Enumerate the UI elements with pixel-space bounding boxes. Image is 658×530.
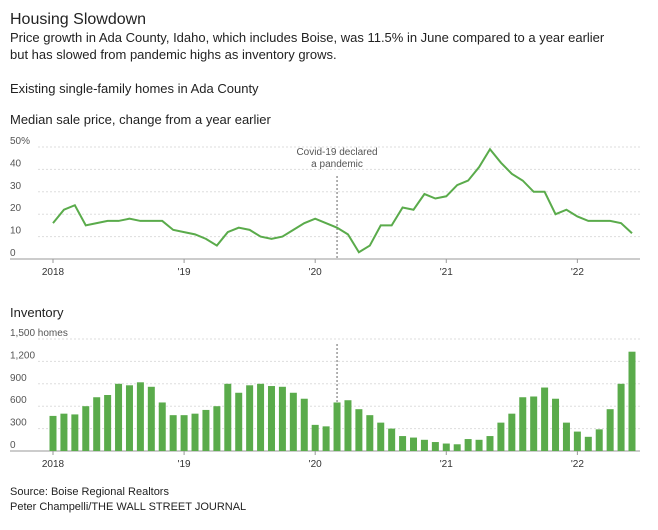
bar <box>344 400 352 451</box>
bar <box>49 415 57 451</box>
y-tick-label: 30 <box>10 181 22 192</box>
credit: Peter Champelli/THE WALL STREET JOURNAL <box>10 501 246 513</box>
bar <box>628 351 636 451</box>
y-tick-label: 600 <box>10 395 27 406</box>
y-tick-label: 900 <box>10 373 27 384</box>
bar <box>333 402 341 451</box>
y-tick-label: 40 <box>10 158 22 169</box>
x-tick-label: '19 <box>178 459 191 470</box>
x-tick-label: 2018 <box>42 459 65 470</box>
bar <box>552 398 560 451</box>
bar <box>410 437 418 451</box>
source: Source: Boise Regional Realtors <box>10 486 169 498</box>
bar <box>125 385 133 451</box>
bar <box>278 386 286 451</box>
x-tick-label: '21 <box>440 267 453 278</box>
x-tick-label: '20 <box>309 459 322 470</box>
y-tick-label: 20 <box>10 203 22 214</box>
y-tick-label: 50% <box>10 136 30 147</box>
chart-title: Inventory <box>10 305 64 320</box>
bar <box>235 392 243 451</box>
bar <box>322 426 330 451</box>
bar <box>508 413 516 451</box>
bar <box>475 439 483 451</box>
bar <box>431 442 439 451</box>
x-tick-label: 2018 <box>42 267 65 278</box>
bar <box>158 402 166 451</box>
annotation: a pandemic <box>311 159 363 170</box>
subtitle: but has slowed from pandemic highs as in… <box>10 47 337 62</box>
bar <box>257 383 265 451</box>
bar <box>311 424 319 451</box>
bar <box>366 415 374 451</box>
x-tick-label: '20 <box>309 267 322 278</box>
bar <box>60 413 68 451</box>
bar <box>104 395 112 451</box>
bar <box>136 382 144 451</box>
bar <box>519 397 527 451</box>
y-tick-label: 1,500 homes <box>10 328 68 339</box>
bar <box>169 415 177 451</box>
bar <box>213 406 221 451</box>
bar <box>93 397 101 451</box>
x-tick-label: '22 <box>571 459 584 470</box>
bar <box>191 413 199 451</box>
y-tick-label: 300 <box>10 418 27 429</box>
bar <box>388 428 396 451</box>
bar <box>595 429 603 451</box>
bar <box>115 383 123 451</box>
bar <box>442 443 450 451</box>
title: Housing Slowdown <box>10 11 146 28</box>
y-tick-label: 0 <box>10 440 16 451</box>
bar <box>246 385 254 451</box>
chart-title: Median sale price, change from a year ea… <box>10 112 272 127</box>
bar <box>267 386 275 451</box>
bar <box>377 422 385 451</box>
x-tick-label: '22 <box>571 267 584 278</box>
bar <box>224 383 232 451</box>
bar <box>562 422 570 451</box>
bar <box>497 422 505 451</box>
bar <box>420 439 428 451</box>
bar <box>541 387 549 451</box>
bar <box>453 444 461 451</box>
note: Existing single-family homes in Ada Coun… <box>10 81 259 96</box>
bar <box>355 409 363 451</box>
y-tick-label: 1,200 <box>10 350 35 361</box>
x-tick-label: '21 <box>440 459 453 470</box>
bar <box>289 392 297 451</box>
bar <box>147 386 155 451</box>
bar <box>530 396 538 451</box>
subtitle: Price growth in Ada County, Idaho, which… <box>10 30 605 45</box>
y-tick-label: 10 <box>10 226 22 237</box>
bar <box>300 398 308 451</box>
bar <box>180 415 188 451</box>
bar <box>573 431 581 451</box>
line <box>52 147 633 254</box>
bar <box>617 383 625 451</box>
bar <box>82 406 90 451</box>
bar <box>399 436 407 451</box>
bar <box>584 436 592 451</box>
bar <box>486 436 494 451</box>
bar <box>71 414 79 451</box>
annotation: Covid-19 declared <box>296 147 377 158</box>
x-tick-label: '19 <box>178 267 191 278</box>
bar <box>606 409 614 451</box>
bar <box>464 439 472 451</box>
y-tick-label: 0 <box>10 248 16 259</box>
bar <box>202 409 210 451</box>
